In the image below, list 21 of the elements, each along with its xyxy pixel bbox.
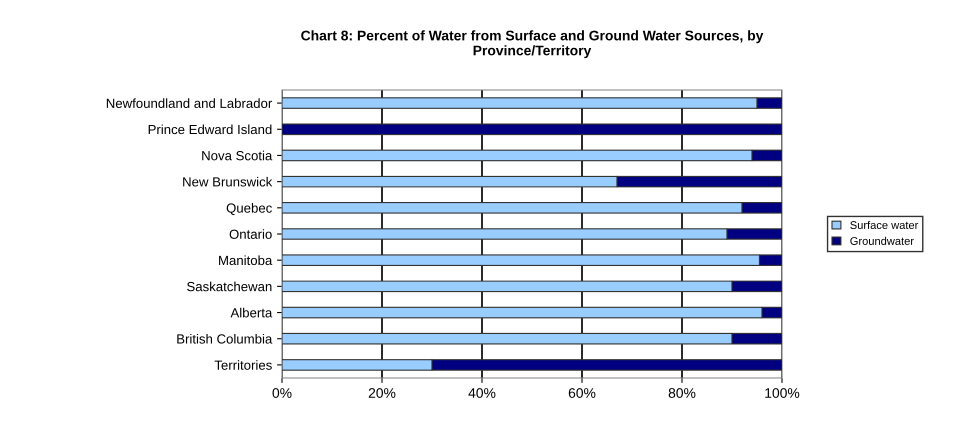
x-tick-label: 60% [568,388,596,398]
y-tick-label: Ontario [230,229,272,239]
y-tick-label: New Brunswick [183,176,272,187]
y-tick-label: Saskatchewan [187,282,272,292]
x-tick-label: 40% [468,388,496,398]
legend-label: Groundwater [850,236,914,245]
legend-label: Surface water [850,220,918,230]
x-tick-label: 80% [668,388,696,398]
y-tick-label: Newfoundland and Labrador [106,98,272,108]
y-tick-label: Alberta [230,308,272,318]
x-tick-label: 100% [765,388,800,398]
bar [282,123,782,136]
y-tick-label: Manitoba [219,255,272,266]
y-tick-label: British Columbia [177,334,272,344]
y-tick-label: Territories [214,360,272,370]
x-tick-label: 20% [368,388,396,398]
y-tick-label: Quebec [226,203,272,216]
y-tick-label: Prince Edward Island [148,124,272,134]
x-tick-label: 0% [272,388,292,398]
y-tick-label: Nova Scotia [202,150,272,160]
chart-title: Chart 8: Percent of Water from Surface and Ground Water Sources, by Province/Territory [301,30,764,58]
